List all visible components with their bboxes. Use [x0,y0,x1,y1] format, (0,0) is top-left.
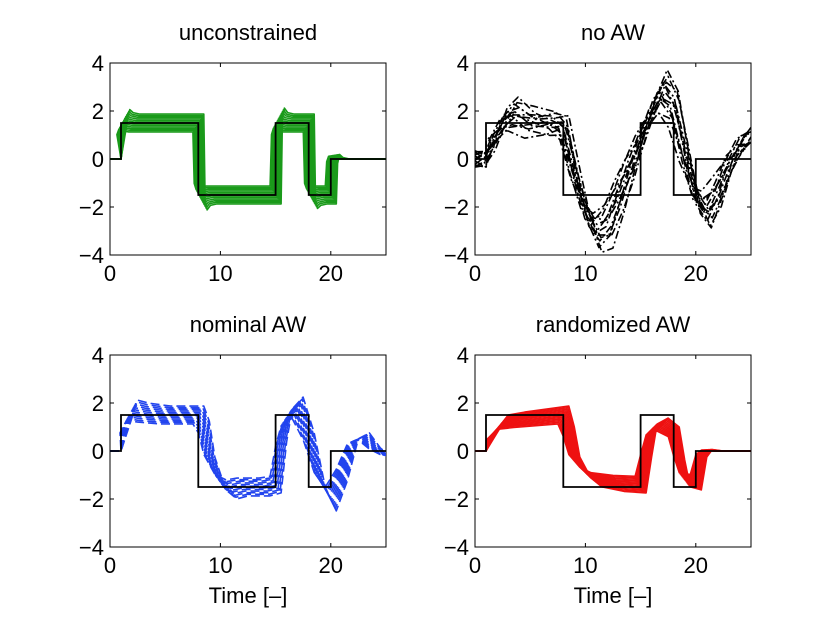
y-tick-label: 4 [92,51,104,76]
y-tick-label: −4 [79,243,104,268]
series-line [475,423,746,478]
series-line [110,396,386,512]
series-line [475,405,751,494]
reference-line [110,122,386,196]
panel-no-aw: no AW 0 10 20 −4 −2 0 2 4 [444,20,752,286]
x-tick-label: 0 [104,553,116,578]
panel-randomized-aw: randomized AW Time [–] 0 10 20 −4 −2 0 2 4 [444,312,752,608]
y-tick-label: 0 [457,439,469,464]
series-line [110,411,384,495]
x-axis-label: Time [–] [574,583,653,608]
x-tick-label: 20 [319,553,343,578]
series-line [110,417,381,488]
x-tick-label: 10 [573,553,597,578]
x-axis-label: Time [–] [209,583,288,608]
panel-title: nominal AW [190,312,307,337]
y-tick-label: 4 [92,343,104,368]
y-tick-label: 2 [457,391,469,416]
y-tick-label: −2 [444,487,469,512]
series-line [475,82,751,226]
series-line [475,97,751,234]
panel-unconstrained: unconstrained 0 10 20 −4 −2 0 2 4 [79,20,387,286]
x-tick-label: 20 [684,553,708,578]
y-tick-label: −2 [79,195,104,220]
series-line [110,400,386,508]
x-tick-label: 20 [319,261,343,286]
series-line [110,415,382,491]
y-tick-label: 4 [457,343,469,368]
series-line [475,69,751,239]
y-tick-label: 0 [92,147,104,172]
y-tick-label: −4 [444,535,469,560]
series-line [475,418,749,482]
series-line [475,421,747,479]
y-tick-label: −4 [444,243,469,268]
y-tick-label: 4 [457,51,469,76]
x-tick-label: 10 [208,261,232,286]
series-line [475,112,748,224]
series-line [110,398,386,510]
x-tick-label: 0 [469,261,481,286]
x-tick-label: 20 [684,261,708,286]
series-line [110,404,386,504]
plot-area [475,69,751,254]
x-tick-label: 0 [104,261,116,286]
series-line [110,402,386,506]
plot-area [110,107,386,211]
x-tick-label: 10 [208,553,232,578]
y-tick-label: 0 [92,439,104,464]
series-line [475,75,751,254]
y-tick-label: −4 [79,535,104,560]
reference-line [110,414,386,488]
series-line [475,419,748,481]
y-tick-label: 2 [457,99,469,124]
x-tick-label: 0 [469,553,481,578]
reference-line [475,122,751,196]
x-tick-label: 10 [573,261,597,286]
y-tick-label: 0 [457,147,469,172]
panel-title: unconstrained [179,20,317,45]
series-line [475,110,746,219]
series-line [110,107,386,211]
reference-line [475,414,751,488]
series-line [475,97,748,215]
y-tick-label: −2 [79,487,104,512]
panel-title: no AW [581,20,645,45]
series-line [475,406,751,493]
plot-area [475,405,751,494]
panel-nominal-aw: nominal AW Time [–] 0 10 20 −4 −2 0 2 4 [79,312,387,608]
panel-title: randomized AW [536,312,691,337]
y-tick-label: 2 [92,391,104,416]
y-tick-label: 2 [92,99,104,124]
series-line [475,83,751,236]
series-line [475,101,751,235]
y-tick-label: −2 [444,195,469,220]
series-line [110,409,385,497]
series-line [475,92,749,221]
plot-area [110,396,386,512]
series-line [110,413,383,493]
series-line [475,413,751,487]
